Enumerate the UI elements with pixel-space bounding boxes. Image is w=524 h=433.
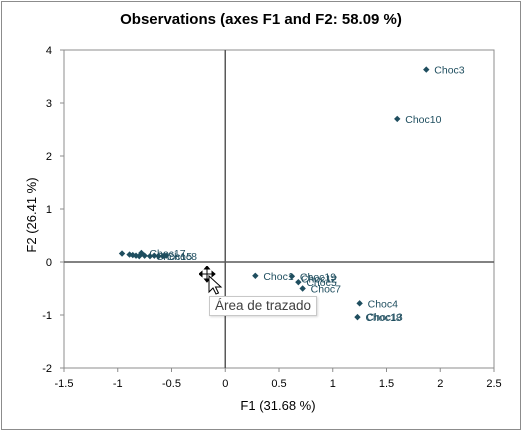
x-tick-label: -0.5 bbox=[162, 378, 181, 390]
point-label: Choc18 bbox=[365, 312, 401, 324]
point-label: Choc3 bbox=[434, 65, 465, 77]
data-point bbox=[141, 252, 148, 259]
y-tick-label: 4 bbox=[46, 45, 52, 57]
y-axis-label: F2 (26.41 %) bbox=[24, 177, 39, 252]
y-tick-label: 1 bbox=[46, 204, 52, 216]
x-tick-label: 1.5 bbox=[379, 378, 394, 390]
data-point bbox=[151, 252, 158, 259]
y-tick-label: 3 bbox=[46, 98, 52, 110]
x-tick-label: 0 bbox=[222, 378, 228, 390]
move-cursor-icon bbox=[199, 266, 223, 295]
data-point bbox=[299, 285, 306, 292]
data-point bbox=[295, 278, 302, 286]
data-point bbox=[155, 252, 162, 260]
point-label: Choc4 bbox=[368, 298, 399, 310]
data-point bbox=[118, 250, 126, 257]
data-point bbox=[252, 272, 259, 279]
point-label: Choc7 bbox=[311, 284, 342, 296]
x-tick-label: 0.5 bbox=[271, 378, 286, 390]
chart-title: Observations (axes F1 and F2: 58.09 %) bbox=[120, 11, 402, 28]
y-tick-label: 2 bbox=[46, 151, 52, 163]
plot-border bbox=[63, 49, 495, 369]
point-label: Choc1 bbox=[263, 271, 294, 283]
y-tick-label: -2 bbox=[42, 363, 52, 375]
data-point bbox=[146, 252, 154, 260]
x-tick-label: 1 bbox=[330, 378, 336, 390]
data-point bbox=[423, 66, 430, 73]
plot-area-tooltip: Área de trazado bbox=[209, 296, 318, 316]
x-tick-label: -1.5 bbox=[55, 378, 74, 390]
point-label: Choc13 bbox=[367, 312, 403, 324]
data-point bbox=[162, 252, 170, 259]
x-tick-label: 2.5 bbox=[486, 378, 501, 390]
x-tick-label: -1 bbox=[113, 378, 123, 390]
axes-layer: -1.5 -1 -0.5 0 0.5 1 1.5 2 2.5 -2 -1 0 1 2 3 4 bbox=[42, 45, 501, 390]
x-tick-label: 2 bbox=[437, 378, 443, 390]
point-label: Choc15 bbox=[156, 251, 192, 263]
point-label: Choc8 bbox=[167, 251, 198, 263]
data-point bbox=[394, 115, 401, 123]
point-label: Choc5 bbox=[306, 277, 337, 289]
point-label: Choc10 bbox=[405, 114, 441, 126]
y-tick-label: 0 bbox=[46, 257, 52, 269]
data-point bbox=[288, 273, 296, 280]
data-point bbox=[136, 252, 143, 260]
y-tick-label: -1 bbox=[42, 310, 52, 322]
x-axis-label: F1 (31.68 %) bbox=[240, 398, 315, 413]
point-label: Choc19 bbox=[300, 271, 336, 283]
point-label: Choc12 bbox=[301, 273, 337, 285]
data-point bbox=[356, 300, 363, 307]
data-point bbox=[354, 313, 361, 321]
